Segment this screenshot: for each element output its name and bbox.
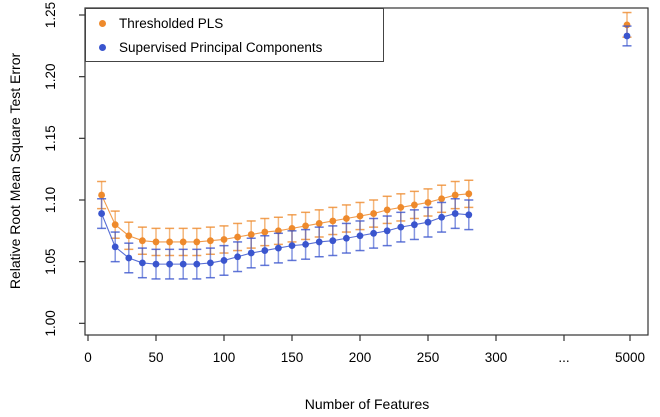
data-point [193,260,201,268]
data-point [261,228,269,236]
data-point [329,217,337,225]
x-tick-label: 300 [485,350,508,365]
y-tick-label: 1.25 [43,2,58,28]
data-point [125,232,133,240]
data-point [302,240,309,248]
data-point [288,242,296,250]
data-point [451,191,459,199]
data-point [166,238,174,246]
legend: Thresholded PLS Supervised Principal Com… [85,8,384,62]
data-point [370,229,377,237]
data-point [356,232,364,240]
data-point [424,218,432,226]
x-tick-label: 50 [148,350,163,365]
data-point [288,224,296,232]
legend-label: Thresholded PLS [119,15,224,31]
y-tick-label: 1.05 [43,249,58,275]
data-point [424,199,432,206]
data-point [139,237,146,245]
x-tick-label: 250 [417,350,440,365]
y-tick-label: 1.15 [43,125,58,151]
data-point [207,259,214,267]
data-point [383,206,391,214]
y-tick-label: 1.00 [43,310,58,336]
data-point [125,254,133,262]
data-point [411,221,418,229]
data-point [275,244,282,252]
data-point [234,233,242,241]
data-point [302,222,309,230]
data-point [179,238,187,246]
data-point [166,260,174,268]
legend-label: Supervised Principal Components [119,39,323,55]
data-point [139,259,146,267]
data-point [451,210,459,217]
data-point [465,211,473,219]
data-point [315,238,323,246]
x-tick-label: 0 [84,350,92,365]
data-point [623,32,631,40]
data-point [438,213,445,221]
data-point [397,223,405,231]
y-axis-title: Relative Root Mean Square Test Error [7,52,23,290]
data-point [152,238,160,246]
y-tick-label: 1.10 [43,187,58,213]
legend-marker-icon [99,43,106,51]
data-point [275,227,282,235]
data-point [220,236,228,243]
data-point [315,220,323,227]
data-point [438,195,445,203]
data-point [98,210,105,217]
x-tick-label: ... [558,350,569,365]
x-tick-label: 100 [213,350,236,365]
legend-item: Thresholded PLS [86,13,383,33]
data-point [383,227,391,235]
data-point [234,253,242,261]
x-axis-title: Number of Features [304,396,430,412]
data-point [179,260,187,268]
data-point [111,243,119,251]
data-point [193,238,201,246]
data-point [465,190,473,198]
series-line [101,193,469,243]
legend-marker-icon [99,19,106,27]
data-point [356,212,364,220]
series-line [101,213,469,265]
data-point [397,203,405,211]
data-point [98,191,105,199]
data-point [261,247,269,254]
data-point [152,260,160,268]
data-point [343,215,350,222]
x-tick-label: 150 [281,350,304,365]
data-point [370,210,377,217]
data-point [111,221,119,229]
data-point [343,234,350,242]
data-point [207,237,214,245]
legend-item: Supervised Principal Components [86,37,383,57]
data-point [247,249,255,257]
data-point [220,257,228,264]
x-tick-label: 200 [349,350,372,365]
x-tick-label: 5000 [615,350,645,365]
y-tick-label: 1.20 [43,64,58,90]
data-point [329,237,337,245]
data-point [247,231,255,238]
data-point [411,201,418,209]
